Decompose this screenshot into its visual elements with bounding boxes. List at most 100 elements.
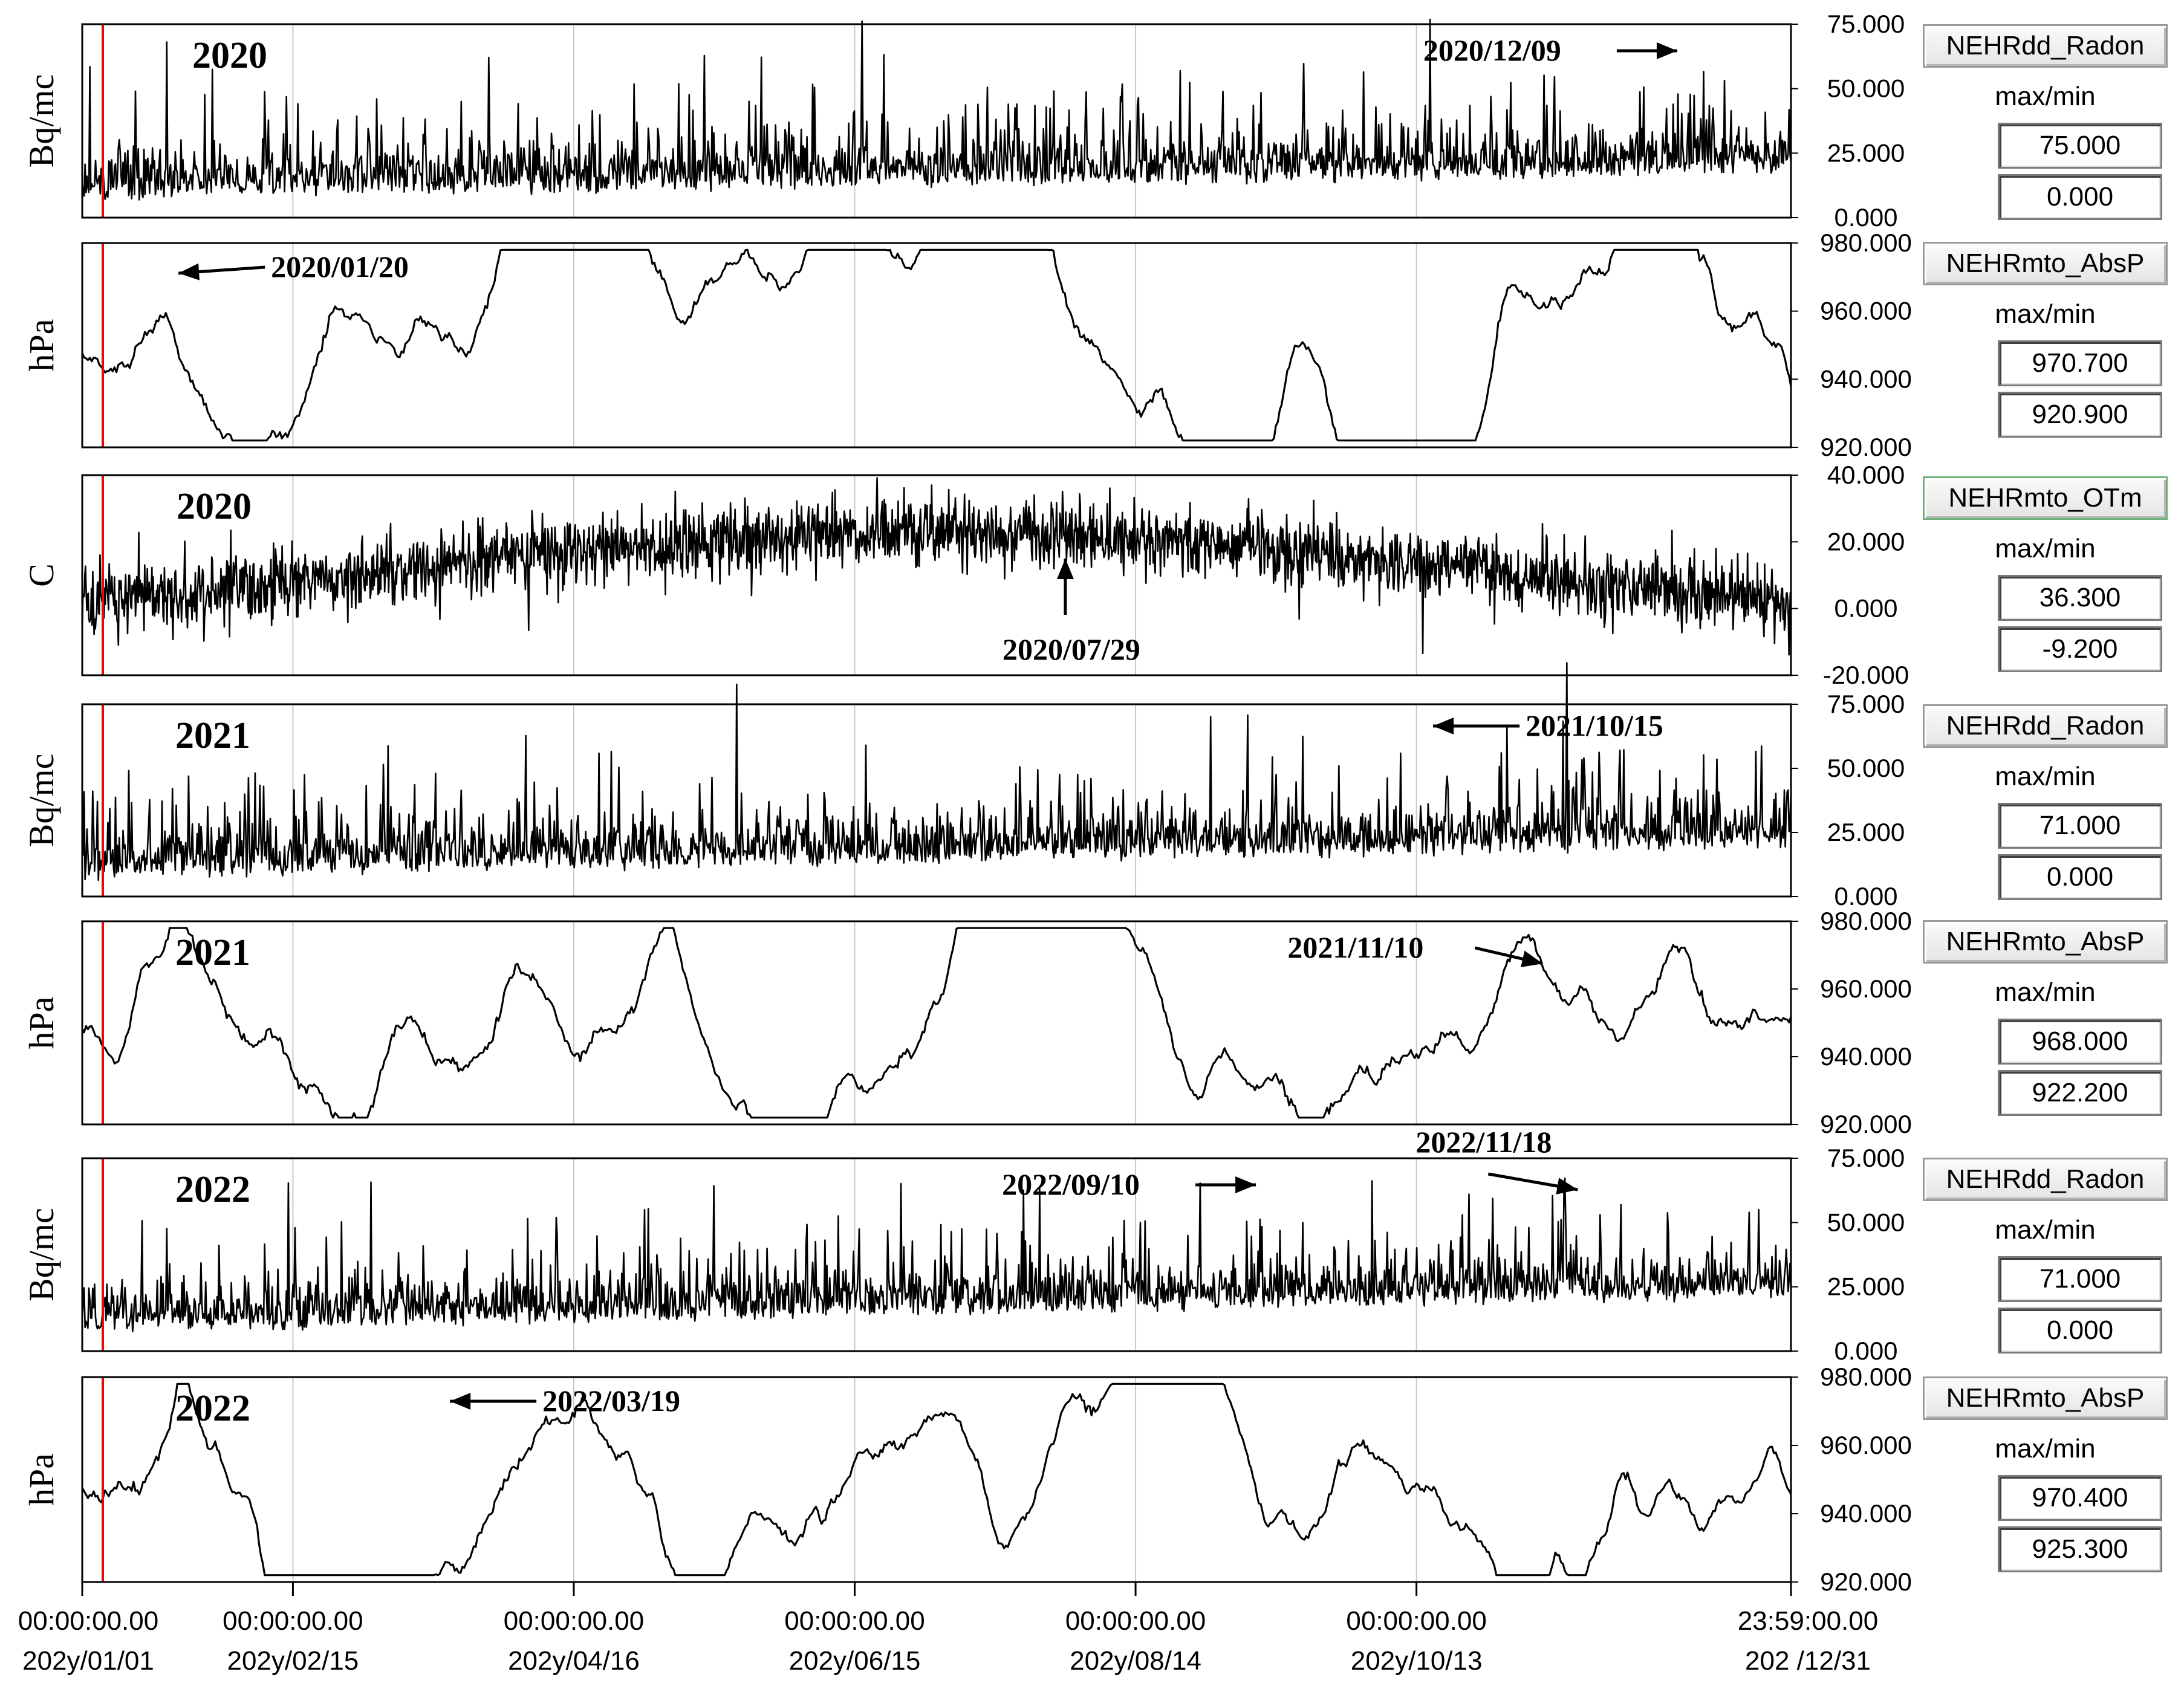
x-tick-time: 00:00:00.00 xyxy=(504,1606,644,1636)
y-tick-label: 940.000 xyxy=(1820,1042,1912,1071)
x-tick-time: 00:00:00.00 xyxy=(223,1606,363,1636)
max-value-field[interactable]: 71.000 xyxy=(1998,1256,2162,1302)
plot-frame xyxy=(81,1157,1792,1352)
arrow-head-icon xyxy=(178,263,200,280)
channel-select-button[interactable]: NEHRdd_Radon xyxy=(1923,1158,2168,1201)
min-value-field[interactable]: -9.200 xyxy=(1998,626,2162,672)
series-line xyxy=(81,927,1792,1119)
y-tick-label: 980.000 xyxy=(1820,229,1912,257)
series-line xyxy=(81,477,1792,656)
annotation: 2022/11/18 xyxy=(1415,1125,1578,1195)
min-value-field[interactable]: 0.000 xyxy=(1998,854,2162,900)
x-tick-date: 202y/10/13 xyxy=(1351,1646,1483,1676)
panel-1: 75.000 50.000 25.000 0.000 Bq/mc 2020 2020/12/… xyxy=(22,10,1905,232)
max-value-field[interactable]: 970.700 xyxy=(1998,340,2162,386)
y-tick-label: 940.000 xyxy=(1820,1499,1912,1528)
max-min-label: max/min xyxy=(1995,1215,2096,1245)
plot-frame xyxy=(81,1376,1792,1583)
x-axis: 00:00:00.00 202y/01/01 00:00:00.00 202y/02/… xyxy=(18,1582,1878,1676)
arrow-head-icon xyxy=(1656,42,1677,59)
annotation-label: 2022/03/19 xyxy=(542,1384,680,1418)
annotation: 2022/09/10 xyxy=(1002,1167,1256,1201)
channel-select-button[interactable]: NEHRdd_Radon xyxy=(1923,704,2168,748)
y-tick-label: 50.000 xyxy=(1827,74,1905,103)
year-label: 2020 xyxy=(177,486,252,527)
channel-select-button[interactable]: NEHRmto_AbsP xyxy=(1923,242,2168,285)
min-value-field[interactable]: 0.000 xyxy=(1998,174,2162,220)
max-min-label: max/min xyxy=(1995,762,2096,791)
y-axis-label: C xyxy=(22,563,61,587)
x-tick-date: 202y/02/15 xyxy=(227,1646,359,1676)
channel-select-button[interactable]: NEHRmto_AbsP xyxy=(1923,1376,2168,1420)
min-value-field[interactable]: 920.900 xyxy=(1998,392,2162,438)
y-axis-label: Bq/mc xyxy=(22,74,61,168)
channel-select-button[interactable]: NEHRmto_AbsP xyxy=(1923,920,2168,964)
x-tick-date: 202y/04/16 xyxy=(508,1646,640,1676)
max-value-field[interactable]: 71.000 xyxy=(1998,803,2162,849)
panel-3: 40.000 20.000 0.000 -20.000 C 2020 2020/07/29 xyxy=(22,461,1909,689)
y-tick-label: 980.000 xyxy=(1820,907,1912,935)
y-tick-label: 960.000 xyxy=(1820,1431,1912,1459)
annotation-label: 2020/07/29 xyxy=(1003,632,1140,666)
y-tick-label: 920.000 xyxy=(1820,433,1912,461)
annotation: 2020/12/09 xyxy=(1423,33,1677,67)
x-tick-time: 00:00:00.00 xyxy=(1065,1606,1206,1636)
year-label: 2020 xyxy=(192,35,267,76)
plot-frame xyxy=(81,474,1792,676)
y-tick-label: 940.000 xyxy=(1820,365,1912,393)
y-tick-label: 25.000 xyxy=(1827,138,1905,167)
min-value-field[interactable]: 0.000 xyxy=(1998,1308,2162,1353)
y-tick-label: -20.000 xyxy=(1823,661,1909,689)
y-tick-label: 960.000 xyxy=(1820,297,1912,325)
annotation: 2022/03/19 xyxy=(450,1384,680,1418)
series-line xyxy=(81,1177,1792,1332)
x-tick-time: 23:59:00.00 xyxy=(1738,1606,1878,1636)
max-value-field[interactable]: 36.300 xyxy=(1998,575,2162,621)
annotation-label: 2020/12/09 xyxy=(1423,33,1561,67)
max-min-label: max/min xyxy=(1995,977,2096,1007)
min-value-field[interactable]: 925.300 xyxy=(1998,1526,2162,1572)
x-tick-date: 202y/01/01 xyxy=(22,1646,154,1676)
y-tick-label: 50.000 xyxy=(1827,754,1905,782)
y-tick-label: 75.000 xyxy=(1827,10,1905,38)
y-tick-label: 25.000 xyxy=(1827,818,1905,846)
year-label: 2022 xyxy=(175,1388,250,1429)
arrow-head-icon xyxy=(1556,1178,1578,1195)
channel-select-button[interactable]: NEHRdd_Radon xyxy=(1923,24,2168,68)
annotation: 2020/01/20 xyxy=(178,250,409,284)
annotation-label: 2022/11/18 xyxy=(1415,1125,1552,1159)
y-tick-label: 0.000 xyxy=(1834,1337,1897,1365)
panel-6: 75.000 50.000 25.000 0.000 Bq/mc 2022 2022/09/… xyxy=(22,1125,1905,1365)
y-axis-label: hPa xyxy=(22,319,61,372)
x-tick-time: 00:00:00.00 xyxy=(18,1606,158,1636)
max-min-label: max/min xyxy=(1995,1434,2096,1464)
channel-select-button[interactable]: NEHRmto_OTm xyxy=(1923,476,2168,520)
annotation: 2021/10/15 xyxy=(1433,708,1663,742)
y-tick-label: 0.000 xyxy=(1834,203,1897,232)
y-tick-label: 0.000 xyxy=(1834,882,1897,910)
y-axis-label: hPa xyxy=(22,997,61,1049)
max-value-field[interactable]: 968.000 xyxy=(1998,1019,2162,1065)
y-tick-label: 960.000 xyxy=(1820,974,1912,1003)
annotation: 2021/11/10 xyxy=(1287,930,1543,967)
max-value-field[interactable]: 75.000 xyxy=(1998,123,2162,169)
annotation-label: 2022/09/10 xyxy=(1002,1167,1140,1201)
y-axis-label: Bq/mc xyxy=(22,754,61,848)
panel-7: 980.000 960.000 940.000 920.000 hPa 2022 2022/… xyxy=(22,1363,1912,1596)
x-tick-time: 00:00:00.00 xyxy=(1346,1606,1486,1636)
series-line xyxy=(81,248,1792,442)
x-tick-date: 202y/08/14 xyxy=(1070,1646,1201,1676)
y-tick-label: 20.000 xyxy=(1827,527,1905,556)
plot-frame xyxy=(81,703,1792,898)
y-tick-label: 50.000 xyxy=(1827,1208,1905,1236)
y-tick-label: 980.000 xyxy=(1820,1363,1912,1391)
max-value-field[interactable]: 970.400 xyxy=(1998,1475,2162,1521)
panel-2: 980.000 960.000 940.000 920.000 hPa 2020/01/2… xyxy=(22,229,1912,461)
plot-frame xyxy=(81,920,1792,1126)
panel-4: 75.000 50.000 25.000 0.000 Bq/mc 2021 2021/10/… xyxy=(22,662,1905,910)
x-tick-date: 202y/06/15 xyxy=(789,1646,921,1676)
y-tick-label: 75.000 xyxy=(1827,1144,1905,1172)
arrow-head-icon xyxy=(1433,718,1454,734)
min-value-field[interactable]: 922.200 xyxy=(1998,1070,2162,1116)
